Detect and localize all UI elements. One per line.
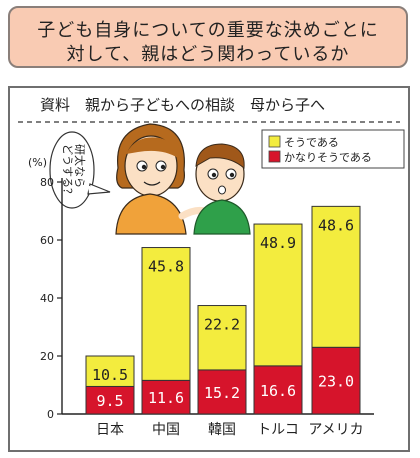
- bar-韓国-かなりそうである: [197, 369, 247, 415]
- bar-アメリカ-そうである: [311, 205, 361, 348]
- data-label-アメリカ-かなりそうである: 23.0: [318, 373, 354, 391]
- x-tick-label-日本: 日本: [96, 422, 124, 438]
- chart-svg: 資料 親から子どもへの相談 母から子へ: [18, 96, 405, 438]
- legend-box: [261, 129, 405, 169]
- data-label-トルコ-かなりそうである: 16.6: [260, 382, 296, 400]
- legend-swatch-かなりそうである: [268, 150, 281, 163]
- y-axis-unit-label: (%): [28, 156, 47, 169]
- child-illustration: [193, 143, 251, 235]
- x-tick-label-中国: 中国: [152, 422, 180, 438]
- legend-label-そうである: そうである: [284, 136, 339, 149]
- bar-アメリカ-かなりそうである: [311, 346, 361, 415]
- data-label-韓国-かなりそうである: 15.2: [204, 384, 240, 402]
- header-title-line-1: 子ども自身についての重要な決めごとに: [37, 20, 379, 41]
- legend-swatch-そうである: [268, 135, 281, 148]
- legend: そうである かなりそうである: [261, 129, 405, 169]
- data-label-韓国-そうである: 22.2: [204, 316, 240, 334]
- data-label-トルコ-そうである: 48.9: [260, 234, 296, 252]
- data-label-中国-そうである: 45.8: [148, 258, 184, 276]
- y-tick-label: 0: [47, 408, 54, 421]
- y-tick-label: 60: [40, 234, 54, 247]
- speech-bubble-line-1: 研太なら: [73, 144, 86, 188]
- bar-中国-かなりそうである: [141, 379, 191, 415]
- speech-bubble: 研太なら どうする？: [49, 131, 111, 209]
- mother-illustration: [115, 123, 214, 235]
- x-tick-label-アメリカ: アメリカ: [308, 422, 363, 438]
- data-label-アメリカ-そうである: 48.6: [318, 216, 354, 234]
- bar-トルコ-そうである: [253, 223, 303, 367]
- y-tick-label: 80: [40, 176, 54, 189]
- legend-label-かなりそうである: かなりそうである: [284, 151, 372, 164]
- header-title-line-2: 対して、親はどう関わっているか: [66, 44, 350, 65]
- x-tick-label-韓国: 韓国: [208, 422, 236, 438]
- data-label-日本-かなりそうである: 9.5: [96, 392, 123, 410]
- y-tick-label: 20: [40, 350, 54, 363]
- bar-韓国-そうである: [197, 305, 247, 371]
- bar-中国-そうである: [141, 247, 191, 381]
- data-label-中国-かなりそうである: 11.6: [148, 389, 184, 407]
- panel-caption: 資料 親から子どもへの相談 母から子へ: [40, 96, 325, 114]
- y-tick-label: 40: [40, 292, 54, 305]
- bars: 9.5 10.5 日本 11.6 45.8 中国 15.2 22.2 韓国 16.6 48.9 トルコ…: [85, 205, 364, 438]
- x-tick-label-トルコ: トルコ: [257, 422, 299, 438]
- speech-bubble-line-2: どうする？: [61, 144, 74, 199]
- header-box: 子ども自身についての重要な決めごとに 対して、親はどう関わっているか: [8, 6, 408, 68]
- chart-panel: 資料 親から子どもへの相談 母から子へ: [8, 86, 410, 452]
- data-label-日本-そうである: 10.5: [92, 366, 128, 384]
- bar-日本-そうである: [85, 355, 135, 387]
